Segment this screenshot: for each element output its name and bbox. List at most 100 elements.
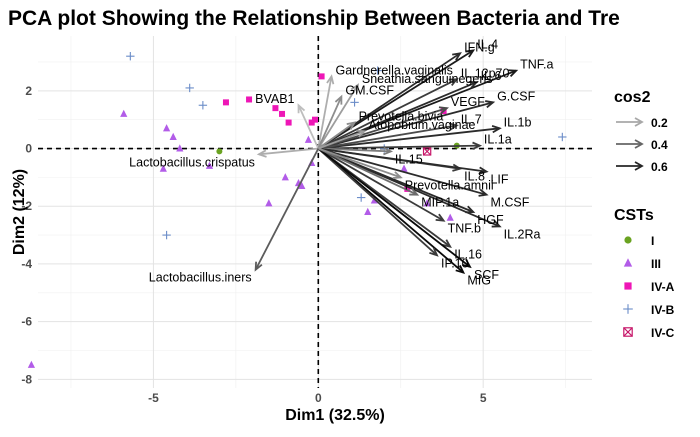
arrow-head [455, 264, 466, 275]
arrow-head [409, 188, 420, 196]
arrow-head [468, 81, 479, 89]
arrow-shaft [317, 81, 477, 150]
data-point [423, 199, 431, 207]
arrow-label: G.CSF [497, 89, 536, 103]
arrow-head [478, 166, 489, 175]
arrow-label: IL.7 [461, 112, 482, 126]
arrow-label: Prevotella.bivia [359, 110, 444, 124]
y-tick-label: -6 [21, 315, 32, 329]
arrow-shaft [318, 147, 402, 179]
y-tick-label: 0 [25, 142, 32, 156]
arrow-label: IL.2Ra [504, 227, 541, 241]
arrow-shaft [297, 104, 320, 149]
arrow-shaft [317, 147, 438, 256]
data-point [356, 193, 366, 202]
arrow-shaft [318, 107, 448, 150]
chart-title: PCA plot Showing the Relationship Betwee… [8, 7, 620, 30]
arrows-layer [254, 49, 519, 275]
arrow-head [392, 171, 403, 179]
loading-arrow [318, 122, 459, 150]
x-tick-label: 0 [315, 391, 322, 405]
arrow-shaft [254, 148, 320, 271]
data-point [176, 144, 184, 152]
data-point [198, 101, 208, 110]
data-point [373, 66, 382, 75]
arrow-label: IL.15 [395, 152, 423, 166]
data-point [265, 199, 273, 207]
arrow-head [356, 129, 367, 138]
arrow-head [462, 259, 472, 269]
legend-cos2-key [616, 117, 644, 127]
legend-cos2-label: 0.6 [651, 160, 668, 174]
legend-cos2-title: cos2 [614, 89, 651, 106]
arrow-label: IFN.g [464, 40, 495, 54]
arrow-head [429, 247, 439, 257]
data-point [318, 73, 325, 80]
y-tick-label: -2 [21, 199, 32, 213]
arrow-head [448, 78, 459, 87]
legend-arrow-head [634, 117, 644, 127]
arrow-head [442, 239, 452, 248]
data-point [27, 360, 36, 368]
arrow-label: M.CSF [490, 196, 529, 210]
legend-group-label: IV-A [651, 280, 675, 294]
loading-arrow [317, 129, 367, 150]
data-point [404, 185, 411, 192]
legend-arrow-head [634, 139, 644, 149]
loading-arrow [317, 147, 472, 269]
arrow-shaft [317, 78, 458, 150]
arrow-label: Atopobium.vaginae [368, 118, 475, 132]
arrow-shaft [258, 147, 319, 156]
arrow-label: Prevotella.amnii [405, 178, 494, 192]
loading-arrow [318, 147, 489, 197]
boxcross-diag [623, 327, 633, 337]
arrow-shaft [318, 144, 480, 150]
arrow-label: IL.4 [477, 37, 498, 51]
arrow-label: Gardnerella.vaginalis [335, 63, 452, 77]
legend-cos2-label: 0.4 [651, 138, 668, 152]
data-point [163, 124, 171, 132]
arrow-shaft [317, 130, 365, 150]
arrow-label: MIP.1a [421, 196, 459, 210]
x-axis-label: Dim1 (32.5%) [285, 407, 385, 424]
loading-arrow [317, 121, 357, 150]
legend-cos2-key [616, 139, 644, 149]
boxcross-box [623, 327, 633, 337]
arrow-label: LIF [490, 173, 508, 187]
arrow-head [297, 103, 306, 114]
y-tick-label: -8 [21, 372, 32, 386]
arrow-shaft [317, 76, 333, 149]
arrow-head [326, 74, 335, 85]
arrow-head [334, 94, 343, 105]
points-layer [27, 51, 567, 368]
arrow-shaft [317, 121, 356, 150]
tick-labels-layer: -5 0 5 -8 -6 -4 -2 0 2 [21, 84, 487, 405]
arrow-label: VEGF [451, 95, 485, 109]
axis-lines-layer [38, 36, 592, 388]
loading-arrow [317, 74, 335, 149]
data-point [281, 173, 289, 181]
arrow-head [254, 261, 263, 272]
loading-arrow [317, 78, 459, 150]
loading-arrow [317, 81, 479, 150]
arrow-shaft [317, 147, 418, 196]
y-tick-label: 2 [25, 84, 32, 98]
data-point [169, 132, 177, 140]
arrow-head [448, 122, 459, 131]
legend-group-label: III [651, 257, 661, 271]
arrow-head [485, 100, 496, 109]
legend-groups-title: CSTs [614, 207, 654, 224]
arrow-head [256, 149, 267, 158]
arrow-head [383, 147, 394, 156]
data-point [126, 51, 135, 61]
loading-arrow [254, 148, 320, 272]
arrow-shaft [318, 127, 500, 150]
arrow-shaft [318, 101, 494, 150]
arrow-shaft [317, 147, 445, 222]
legend-group-key [624, 282, 632, 290]
arrow-label: MIG [467, 274, 491, 288]
arrow-head [435, 213, 446, 222]
